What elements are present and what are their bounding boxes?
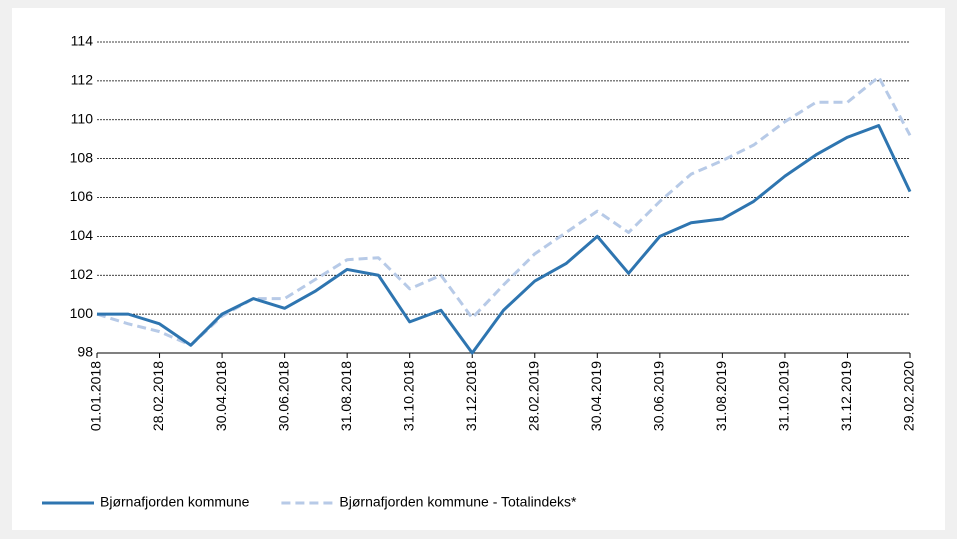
legend-label: Bjørnafjorden kommune [100, 494, 250, 510]
y-tick-label: 100 [70, 305, 94, 321]
x-tick-label: 31.10.2018 [400, 361, 416, 431]
y-tick-label: 114 [71, 33, 94, 49]
x-tick-label: 31.08.2019 [713, 361, 729, 431]
x-tick-label: 31.10.2019 [776, 361, 792, 431]
x-tick-label: 31.08.2018 [338, 361, 354, 431]
x-tick-label: 28.02.2018 [150, 361, 166, 431]
x-tick-label: 30.04.2019 [588, 361, 604, 431]
series-line [97, 124, 912, 355]
y-tick-label: 108 [70, 149, 94, 165]
x-tick-label: 31.12.2019 [838, 361, 854, 431]
series-line [96, 75, 912, 347]
x-tick-label: 31.12.2018 [463, 361, 479, 431]
x-tick-label: 29.02.2020 [901, 361, 917, 431]
x-tick-label: 30.06.2019 [651, 361, 667, 431]
chart-panel [12, 8, 945, 530]
y-tick-label: 104 [70, 227, 94, 243]
legend-label: Bjørnafjorden kommune - Totalindeks* [339, 494, 577, 510]
y-tick-label: 106 [70, 188, 94, 204]
y-tick-label: 102 [70, 266, 94, 282]
x-tick-label: 28.02.2019 [525, 361, 541, 431]
x-tick-label: 01.01.2018 [88, 361, 104, 431]
x-tick-label: 30.04.2018 [213, 361, 229, 431]
y-tick-label: 112 [71, 72, 94, 88]
y-tick-label: 98 [77, 344, 93, 360]
y-tick-label: 110 [71, 110, 94, 126]
x-tick-label: 30.06.2018 [275, 361, 291, 431]
